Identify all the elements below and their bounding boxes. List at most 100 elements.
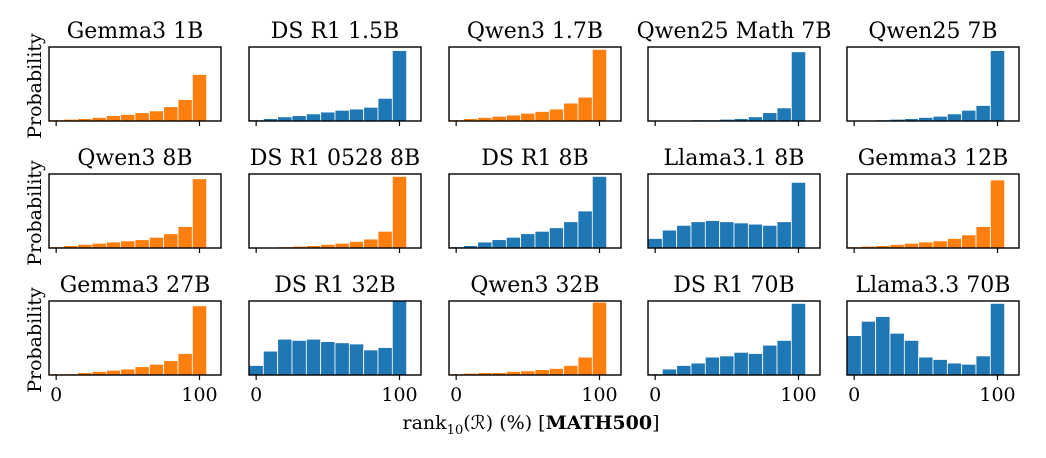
bar [548, 227, 565, 249]
bar [177, 353, 193, 376]
subplot-12: 0 100 DS R1 32B [248, 273, 422, 406]
bar [520, 112, 536, 122]
bar [377, 230, 393, 249]
bar [946, 238, 963, 249]
x-tick-label: 100 [581, 384, 617, 406]
subplot-14: 0 100 DS R1 70B [647, 273, 821, 406]
bar [348, 343, 365, 376]
subplot-title: Qwen3 32B [470, 273, 599, 298]
bar [305, 338, 322, 376]
bar [291, 339, 307, 376]
subplot-title: DS R1 8B [481, 146, 588, 171]
axes-frame [846, 46, 1020, 122]
bar [377, 347, 393, 376]
bar [262, 350, 279, 376]
bar [134, 239, 150, 249]
bar [191, 305, 208, 376]
bar [776, 221, 792, 249]
bar [762, 224, 778, 249]
bar [277, 338, 293, 376]
axes-frame [846, 300, 1020, 376]
bar [946, 362, 963, 376]
bar [105, 115, 122, 122]
subplot-13: 0 100 Qwen3 32B [448, 273, 622, 406]
axes-frame [48, 300, 222, 376]
bar [391, 300, 408, 376]
y-axis-labels: Probability Probability Probability [24, 33, 46, 393]
bar [291, 115, 307, 122]
bar [946, 113, 963, 122]
bar [790, 181, 807, 249]
bar [505, 114, 522, 122]
bar [191, 178, 208, 249]
subplot-title: DS R1 70B [673, 273, 794, 298]
bar [661, 368, 678, 376]
subplot-title: Gemma3 1B [67, 19, 204, 44]
bar [889, 332, 905, 376]
bar [363, 238, 379, 249]
axes-frame [248, 173, 422, 249]
axes-frame [846, 173, 1020, 249]
subplot-3: Qwen3 1.7B [448, 19, 622, 126]
subplot-title: DS R1 1.5B [271, 19, 399, 44]
x-tick-label: 0 [250, 384, 262, 406]
bar [918, 356, 934, 376]
bar [363, 106, 379, 122]
x-tick-label: 100 [979, 384, 1015, 406]
bar [989, 50, 1006, 122]
bar [719, 221, 735, 249]
bar [762, 344, 778, 376]
bar [520, 233, 536, 249]
bar [305, 113, 322, 122]
bar [733, 351, 749, 376]
bar [733, 222, 749, 249]
bar [961, 234, 977, 249]
bar [903, 339, 920, 376]
bar [534, 111, 550, 122]
bar [932, 115, 948, 122]
bar [120, 114, 136, 122]
bar [975, 226, 991, 249]
axes-frame [647, 173, 821, 249]
subplot-title: Qwen25 Math 7B [637, 19, 832, 44]
subplot-title: DS R1 0528 8B [250, 146, 420, 171]
bar [163, 106, 179, 122]
x-axis-label-subscript: 10 [447, 423, 464, 438]
y-axis-label-row-1: Probability [24, 33, 46, 139]
subplot-6: Qwen3 8B [48, 146, 222, 253]
axes-frame [647, 46, 821, 122]
bar [989, 302, 1006, 376]
bar [961, 363, 977, 376]
bar [177, 226, 193, 249]
axes-frame [448, 46, 622, 122]
bar [548, 368, 565, 376]
x-axis-label-suffix: ] [652, 412, 659, 434]
x-tick-label: 0 [649, 384, 661, 406]
x-tick-label: 100 [381, 384, 417, 406]
subplot-title: Gemma3 27B [60, 273, 211, 298]
axes-frame [448, 300, 622, 376]
bar [704, 356, 721, 376]
bar [363, 349, 379, 376]
bar [91, 242, 107, 249]
x-tick-label: 100 [181, 384, 217, 406]
axes-frame [647, 300, 821, 376]
subplot-1: Gemma3 1B [48, 19, 222, 126]
x-tick-label: 100 [780, 384, 816, 406]
bar [989, 179, 1006, 249]
bar [932, 359, 948, 376]
bar [577, 96, 593, 122]
bar [776, 107, 792, 122]
subplot-5: Qwen25 7B [846, 19, 1020, 126]
bar [491, 239, 507, 249]
x-tick-label: 0 [848, 384, 860, 406]
subplot-11: 0 100 Gemma3 27B [48, 273, 222, 406]
bar [148, 236, 165, 249]
subplot-10: Gemma3 12B [846, 146, 1020, 253]
x-axis-label: rank10(ℛ) (%) [MATH500] [403, 412, 660, 438]
bar [860, 320, 877, 376]
axes-frame [48, 173, 222, 249]
subplot-7: DS R1 0528 8B [248, 146, 422, 253]
bar [377, 97, 393, 122]
